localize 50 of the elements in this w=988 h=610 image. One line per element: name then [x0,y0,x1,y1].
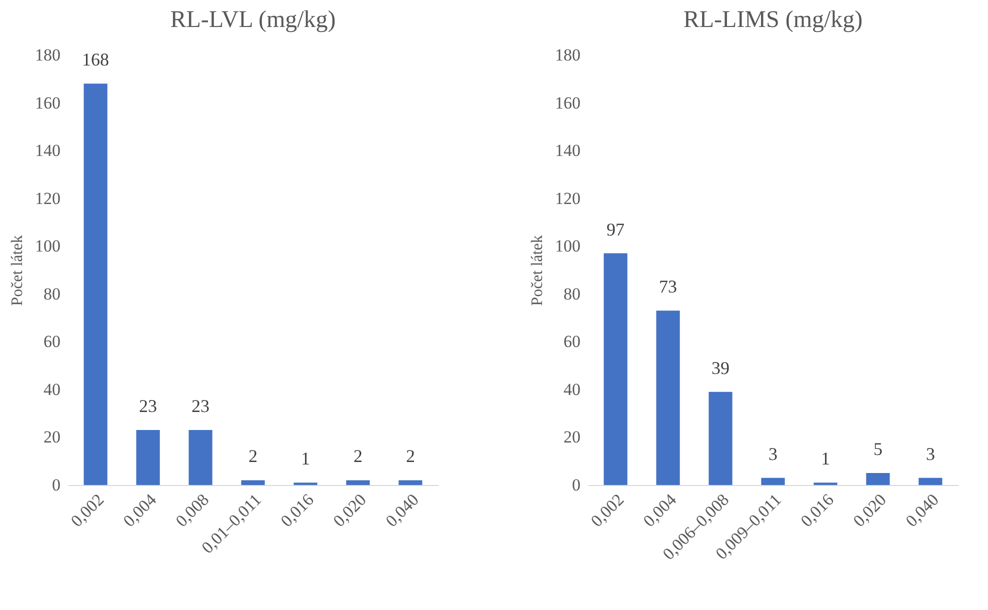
y-tick-label: 140 [555,141,580,160]
y-tick-label: 80 [564,284,580,304]
y-tick-label: 160 [35,93,60,112]
y-tick-label: 180 [555,46,580,64]
y-axis-title: Počet látek [9,235,26,306]
y-axis-title: Počet látek [529,235,546,306]
y-tick-label: 40 [564,380,580,399]
y-tick-label: 120 [555,188,580,208]
y-tick-label: 0 [572,476,580,494]
bar [918,478,942,485]
y-tick-label: 60 [44,332,60,352]
data-label: 73 [659,276,678,297]
bar [761,478,785,485]
y-tick-label: 20 [44,428,60,447]
y-tick-label: 160 [555,93,580,112]
bar [136,430,160,485]
y-tick-label: 80 [44,284,60,304]
chart-title: RL-LVL (mg/kg) [170,7,336,33]
data-label: 3 [768,444,778,464]
chart-title: RL-LIMS (mg/kg) [683,7,863,33]
y-tick-label: 40 [44,380,60,399]
data-label: 23 [139,396,158,416]
y-tick-label: 100 [555,236,580,256]
y-tick-label: 60 [564,332,580,352]
bar [188,430,212,485]
y-tick-label: 140 [35,141,60,160]
data-label: 2 [406,446,415,466]
data-label: 23 [192,396,210,416]
bar [656,310,680,485]
bar [346,480,370,485]
bar [866,473,890,485]
data-label: 1 [820,448,830,469]
y-tick-label: 120 [35,188,60,208]
bar [708,392,732,485]
data-label: 1 [300,448,310,469]
data-label: 2 [248,446,258,466]
y-tick-label: 20 [564,428,580,447]
bar [604,253,628,485]
bar [84,84,108,485]
y-tick-label: 180 [35,46,60,64]
data-label: 39 [712,358,730,378]
y-tick-label: 100 [35,236,60,256]
data-label: 3 [926,444,935,464]
data-label: 168 [82,50,110,70]
bar [241,480,265,485]
data-label: 2 [353,446,362,466]
data-label: 97 [606,219,625,240]
y-tick-label: 0 [52,476,60,494]
bar [398,480,422,485]
data-label: 5 [873,439,882,460]
